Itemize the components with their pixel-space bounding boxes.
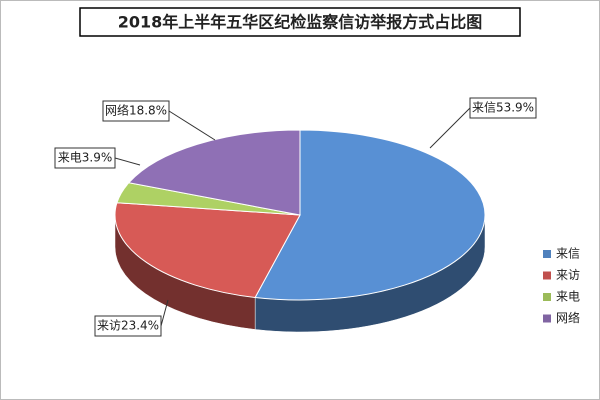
leader-line [168,110,216,141]
data-label: 来电3.9% [58,151,113,165]
data-label-box [54,147,116,169]
slice [127,129,301,216]
slice [114,202,301,298]
legend-label: 网络 [556,310,580,325]
chart-title: 2018年上半年五华区纪检监察信访举报方式占比图 [118,13,483,32]
leader-line [114,157,141,166]
data-label: 来信53.9% [472,101,534,115]
title-box [79,7,521,37]
data-label-box [469,97,537,119]
data-label: 网络18.8% [105,103,167,118]
data-label-box [102,100,170,122]
data-label-box [94,315,162,337]
legend-label: 来信 [556,247,580,261]
legend-label: 来电 [556,290,580,304]
legend-swatch [543,314,551,323]
leader-line [160,299,169,327]
data-label: 来访23.4% [97,319,159,333]
legend-swatch [543,250,551,258]
legend-swatch [543,293,551,301]
leader-line [429,107,471,149]
slice [254,129,486,301]
legend-swatch [543,271,551,280]
legend-label: 来访 [556,268,580,282]
